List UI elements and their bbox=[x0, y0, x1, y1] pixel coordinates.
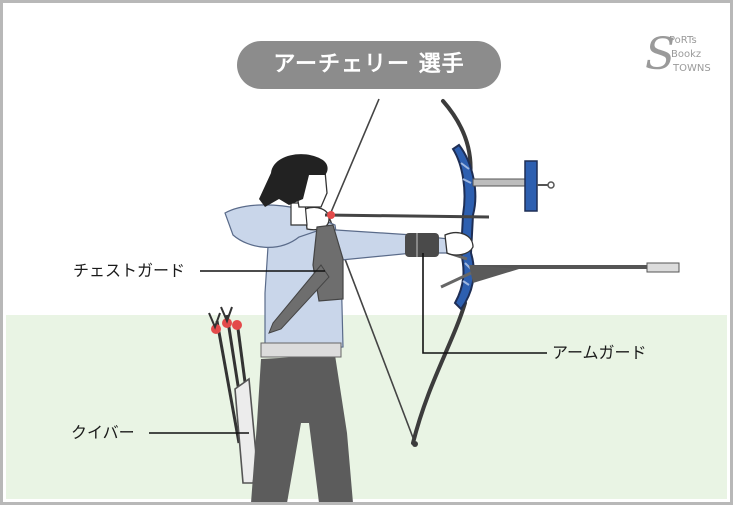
long-rod-weight bbox=[646, 262, 680, 273]
title-pill: アーチェリー 選手 bbox=[237, 41, 501, 89]
svg-text:Bookz: Bookz bbox=[671, 49, 701, 60]
side-rod-1 bbox=[440, 271, 472, 289]
label-quiver: クイバー bbox=[71, 423, 135, 442]
bow-hand bbox=[444, 232, 474, 256]
label-arm-guard: アームガード bbox=[552, 343, 647, 362]
fletch-top-1 bbox=[208, 312, 221, 330]
v-bar bbox=[469, 265, 519, 283]
fletch-top-2 bbox=[220, 306, 233, 324]
ground-area bbox=[6, 315, 727, 499]
sight-aperture bbox=[547, 181, 555, 189]
svg-text:PoRTs: PoRTs bbox=[669, 35, 697, 46]
fletch-1 bbox=[211, 324, 221, 334]
drawn-arrow bbox=[324, 213, 490, 219]
hair bbox=[259, 154, 328, 207]
archer-illustration bbox=[208, 98, 680, 502]
bow-lower-limb bbox=[411, 301, 467, 445]
fletch-3 bbox=[232, 320, 242, 330]
riser-detail bbox=[460, 162, 472, 286]
belt bbox=[260, 342, 342, 358]
svg-text:S: S bbox=[645, 29, 675, 79]
pants bbox=[251, 355, 353, 502]
quiver-arrow-1 bbox=[215, 320, 241, 444]
bow-tip-lower bbox=[412, 441, 418, 447]
callout-arm-guard-line bbox=[422, 253, 547, 354]
drawn-arrow-nock bbox=[327, 211, 335, 219]
svg-text:TOWNS: TOWNS bbox=[672, 63, 711, 74]
chest-guard-strap bbox=[268, 264, 330, 334]
arm-guard-shape bbox=[405, 233, 439, 257]
brand-logo: S PoRTs Bookz TOWNS bbox=[645, 29, 711, 79]
label-chest-guard: チェストガード bbox=[73, 261, 186, 280]
bow-string-upper bbox=[328, 98, 380, 218]
callout-lines bbox=[149, 253, 547, 434]
